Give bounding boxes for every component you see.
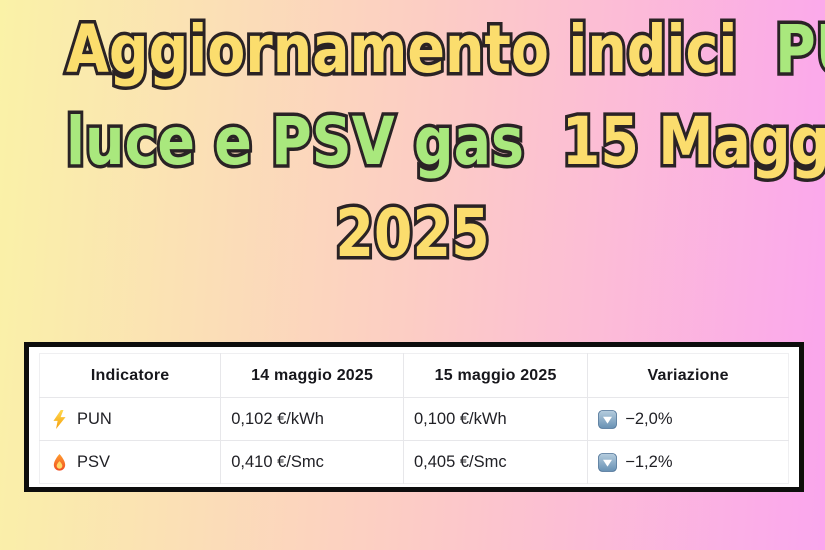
col-header-variazione: Variazione xyxy=(587,353,789,398)
table-header-row: Indicatore 14 maggio 2025 15 maggio 2025… xyxy=(39,353,789,398)
title-text: 15 Maggio xyxy=(562,96,825,188)
pun-value-14: 0,102 €/kWh xyxy=(220,397,404,441)
table-row-pun: PUN 0,102 €/kWh 0,100 €/kWh xyxy=(39,397,789,441)
table-row-psv: PSV 0,410 €/Smc 0,405 €/Smc xyxy=(39,440,789,484)
down-button-icon xyxy=(598,409,618,429)
down-button-icon xyxy=(598,452,618,472)
col-header-14-maggio: 14 maggio 2025 xyxy=(220,353,404,398)
pun-value-15: 0,100 €/kWh xyxy=(403,397,589,441)
indicator-label: PUN xyxy=(77,409,112,428)
psv-value-14: 0,410 €/Smc xyxy=(220,440,404,484)
title-text: PUN xyxy=(775,4,825,96)
title-line-3: 2025 xyxy=(66,188,759,280)
col-header-15-maggio: 15 maggio 2025 xyxy=(403,353,589,398)
pun-variation: −2,0% xyxy=(625,409,673,428)
indicator-label: PSV xyxy=(77,452,111,471)
page-title: Aggiornamento indici PUN luce e PSV gas … xyxy=(0,4,825,280)
lightning-icon xyxy=(50,409,69,429)
title-text: luce e PSV gas xyxy=(66,96,524,188)
title-line-2: luce e PSV gas 15 Maggio xyxy=(66,96,825,188)
title-text: Aggiornamento indici xyxy=(66,4,738,96)
psv-variation: −1,2% xyxy=(625,452,673,471)
col-header-indicatore: Indicatore xyxy=(39,353,222,398)
price-comparison-table: Indicatore 14 maggio 2025 15 maggio 2025… xyxy=(24,342,804,492)
psv-value-15: 0,405 €/Smc xyxy=(403,440,589,484)
title-text: 2025 xyxy=(335,188,489,280)
flame-icon xyxy=(50,453,69,472)
title-line-1: Aggiornamento indici PUN xyxy=(66,4,825,96)
